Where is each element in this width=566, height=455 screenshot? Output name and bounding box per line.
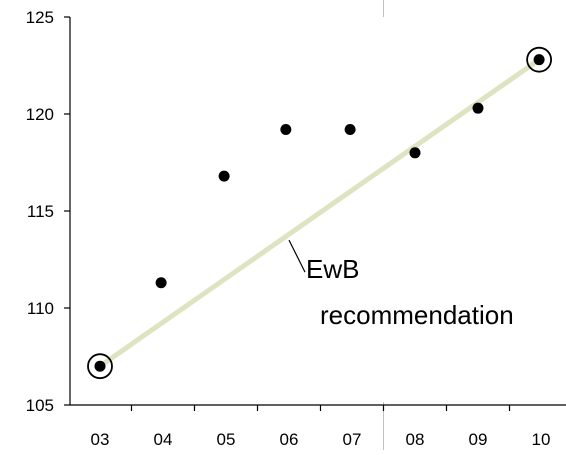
data-point: [94, 360, 106, 372]
x-tick-label: 09: [469, 430, 488, 449]
trend-line-layer: [98, 57, 541, 369]
annotation-leader-line: [288, 239, 306, 273]
highlight-ring: [526, 46, 553, 73]
y-tick-label: 110: [27, 299, 54, 318]
highlight-ring: [87, 353, 113, 380]
annotation-label-line2: recommendation: [320, 300, 514, 330]
annotation-label-line1: EwB: [306, 254, 359, 284]
data-point: [533, 54, 545, 66]
y-tick-label: 105: [26, 396, 54, 415]
axes-layer: 105 110 115 120 125 03 04 05 06 07 08 09 10: [26, 8, 566, 449]
x-tick-label: 08: [406, 430, 425, 449]
data-point: [409, 147, 421, 159]
data-point: [155, 277, 167, 289]
data-point: [472, 102, 484, 114]
trend-line: [98, 57, 541, 369]
data-point: [280, 124, 292, 136]
data-point: [218, 170, 230, 182]
x-tick-label: 07: [343, 430, 362, 449]
y-tick-label: 115: [27, 202, 54, 221]
x-tick-label: 06: [280, 430, 299, 449]
x-tick-label: 03: [91, 430, 110, 449]
data-point: [344, 124, 356, 136]
x-tick-label: 10: [532, 430, 551, 449]
x-tick-label: 05: [217, 430, 236, 449]
x-tick-label: 04: [154, 430, 173, 449]
y-tick-label: 120: [26, 105, 54, 124]
points-layer: [87, 46, 553, 380]
y-tick-label: 125: [26, 8, 54, 27]
annotation-layer: EwB recommendation: [288, 239, 514, 330]
